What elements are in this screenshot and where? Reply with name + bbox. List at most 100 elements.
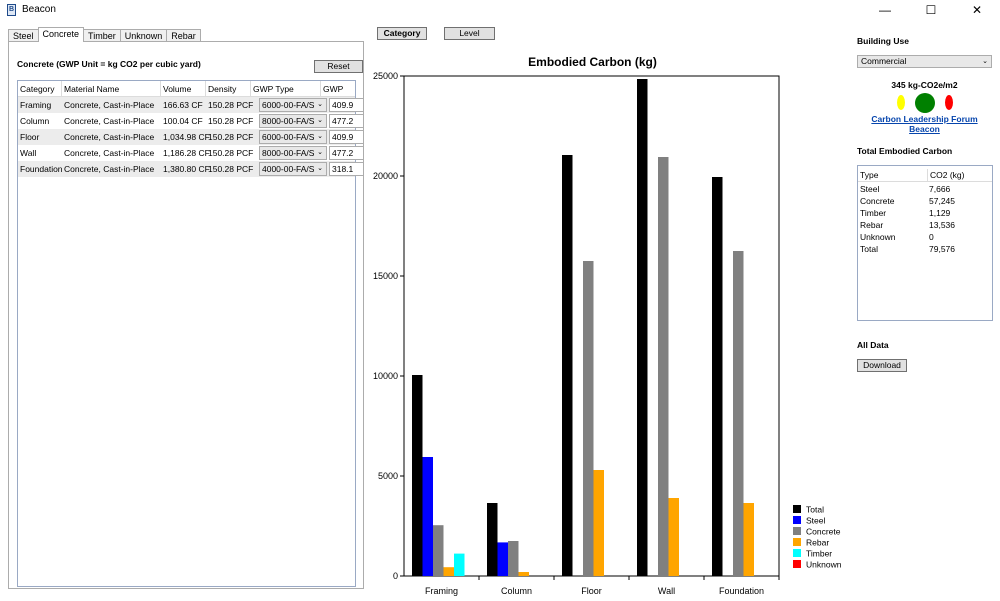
clf-beacon-link[interactable]: Carbon Leadership Forum Beacon (871, 114, 978, 134)
bar-total-wall (637, 79, 648, 576)
table-row: Total 79,576 (858, 243, 992, 255)
legend-label-concrete: Concrete (806, 527, 841, 537)
cell-material: Concrete, Cast-in-Place (64, 164, 155, 174)
gwp-type-select[interactable]: 6000-00-FA/S ⌄ (259, 130, 327, 144)
bar-concrete-floor (583, 261, 594, 576)
table-row[interactable]: Column Concrete, Cast-in-Place 100.04 CF 15… (18, 113, 364, 129)
gwp-input[interactable]: 318.1 (329, 162, 364, 176)
legend-label-total: Total (806, 505, 824, 515)
cell-co2: 13,536 (929, 220, 955, 230)
cell-category: Wall (20, 148, 37, 158)
gwp-type-select[interactable]: 8000-00-FA/S ⌄ (259, 114, 327, 128)
material-tabs: Steel Concrete Timber Unknown Rebar (8, 27, 201, 42)
bar-rebar-floor (593, 470, 604, 576)
bar-rebar-framing (443, 567, 454, 576)
legend-label-rebar: Rebar (806, 538, 829, 548)
panel-title: Concrete (GWP Unit = kg CO2 per cubic ya… (17, 59, 201, 69)
table-row[interactable]: Framing Concrete, Cast-in-Place 166.63 CF 1… (18, 97, 364, 113)
gwp-type-select[interactable]: 4000-00-FA/S ⌄ (259, 162, 327, 176)
building-use-select[interactable]: Commercial ⌄ (857, 55, 992, 68)
gwp-type-value: 6000-00-FA/S (262, 100, 315, 110)
cell-density: 150.28 PCF (208, 164, 254, 174)
category-button[interactable]: Category (377, 27, 427, 40)
cell-material: Concrete, Cast-in-Place (64, 116, 155, 126)
legend-swatch-rebar (793, 538, 801, 546)
minimize-button[interactable]: — (879, 3, 891, 17)
level-button[interactable]: Level (444, 27, 495, 40)
title-bar: B Beacon — ☐ ✕ (0, 0, 1000, 21)
bar-rebar-column (518, 572, 529, 576)
column-header-gwp-type[interactable]: GWP Type (251, 81, 321, 97)
benchmark-value: 345 kg-CO2e/m2 (891, 80, 958, 90)
y-tick-label: 20000 (373, 171, 398, 181)
table-row: Unknown 0 (858, 231, 992, 243)
download-button[interactable]: Download (857, 359, 907, 372)
x-tick-label: Wall (658, 586, 675, 596)
table-row[interactable]: Floor Concrete, Cast-in-Place 1,034.98 CF 1… (18, 129, 364, 145)
cell-type: Concrete (860, 196, 895, 206)
concrete-panel: Concrete (GWP Unit = kg CO2 per cubic ya… (8, 41, 364, 589)
chart-title: Embodied Carbon (kg) (528, 55, 657, 69)
gwp-type-select[interactable]: 8000-00-FA/S ⌄ (259, 146, 327, 160)
close-button[interactable]: ✕ (971, 3, 983, 17)
gwp-input[interactable]: 477.2 (329, 146, 364, 160)
grid-header: Category Material Name Volume Density GW… (18, 81, 355, 97)
tab-concrete[interactable]: Concrete (37, 27, 85, 42)
gwp-type-select[interactable]: 6000-00-FA/S ⌄ (259, 98, 327, 112)
cell-co2: 0 (929, 232, 934, 242)
gwp-input[interactable]: 409.9 (329, 130, 364, 144)
table-row[interactable]: Wall Concrete, Cast-in-Place 1,186.28 CF 15… (18, 145, 364, 161)
legend-label-unknown: Unknown (806, 560, 842, 570)
gwp-type-value: 8000-00-FA/S (262, 116, 315, 126)
x-tick-label: Framing (425, 586, 458, 596)
legend-label-timber: Timber (806, 549, 832, 559)
cell-category: Framing (20, 100, 52, 110)
gwp-input[interactable]: 477.2 (329, 114, 364, 128)
gwp-input[interactable]: 409.9 (329, 98, 364, 112)
material-grid: Category Material Name Volume Density GW… (17, 80, 364, 587)
table-row[interactable]: Foundation Concrete, Cast-in-Place 1,380.8… (18, 161, 364, 177)
chevron-down-icon: ⌄ (317, 149, 323, 156)
cell-co2: 7,666 (929, 184, 951, 194)
column-header-volume[interactable]: Volume (161, 81, 206, 97)
column-header-gwp[interactable]: GWP (323, 84, 344, 94)
chevron-down-icon: ⌄ (317, 117, 323, 124)
cell-volume: 166.63 CF (163, 100, 203, 110)
column-header-category[interactable]: Category (18, 81, 62, 97)
cell-category: Column (20, 116, 50, 126)
cell-volume: 1,380.80 CF (163, 164, 210, 174)
legend-swatch-steel (793, 516, 801, 524)
header-co2: CO2 (kg) (927, 169, 964, 181)
bar-concrete-column (508, 541, 519, 576)
legend-swatch-concrete (793, 527, 801, 535)
x-tick-label: Column (501, 586, 532, 596)
all-data-title: All Data (857, 340, 889, 350)
bar-concrete-framing (433, 525, 444, 576)
chevron-down-icon: ⌄ (317, 101, 323, 108)
cell-co2: 79,576 (929, 244, 955, 254)
cell-density: 150.28 PCF (208, 148, 254, 158)
column-header-density[interactable]: Density (206, 81, 251, 97)
indicator-yellow-icon (897, 95, 905, 110)
y-tick-label: 15000 (373, 271, 398, 281)
maximize-button[interactable]: ☐ (925, 3, 937, 17)
bar-timber-framing (454, 553, 465, 576)
column-header-material[interactable]: Material Name (62, 81, 161, 97)
tab-rebar[interactable]: Rebar (166, 29, 201, 42)
header-type: Type (860, 170, 879, 180)
indicator-red-icon (945, 95, 953, 110)
window-title: Beacon (22, 4, 56, 15)
gwp-type-value: 4000-00-FA/S (262, 164, 315, 174)
chevron-down-icon: ⌄ (317, 165, 323, 172)
reset-button[interactable]: Reset (314, 60, 363, 73)
total-carbon-table: Type CO2 (kg) Steel 7,666 Concrete 57,245 Ti… (857, 165, 993, 321)
y-tick-label: 10000 (373, 371, 398, 381)
cell-volume: 1,186.28 CF (163, 148, 210, 158)
bar-total-floor (562, 155, 573, 576)
cell-type: Total (860, 244, 878, 254)
cell-type: Rebar (860, 220, 884, 230)
table-row: Rebar 13,536 (858, 219, 992, 231)
cell-co2: 1,129 (929, 208, 951, 218)
building-use-value: Commercial (861, 56, 907, 66)
bar-total-foundation (712, 177, 723, 576)
